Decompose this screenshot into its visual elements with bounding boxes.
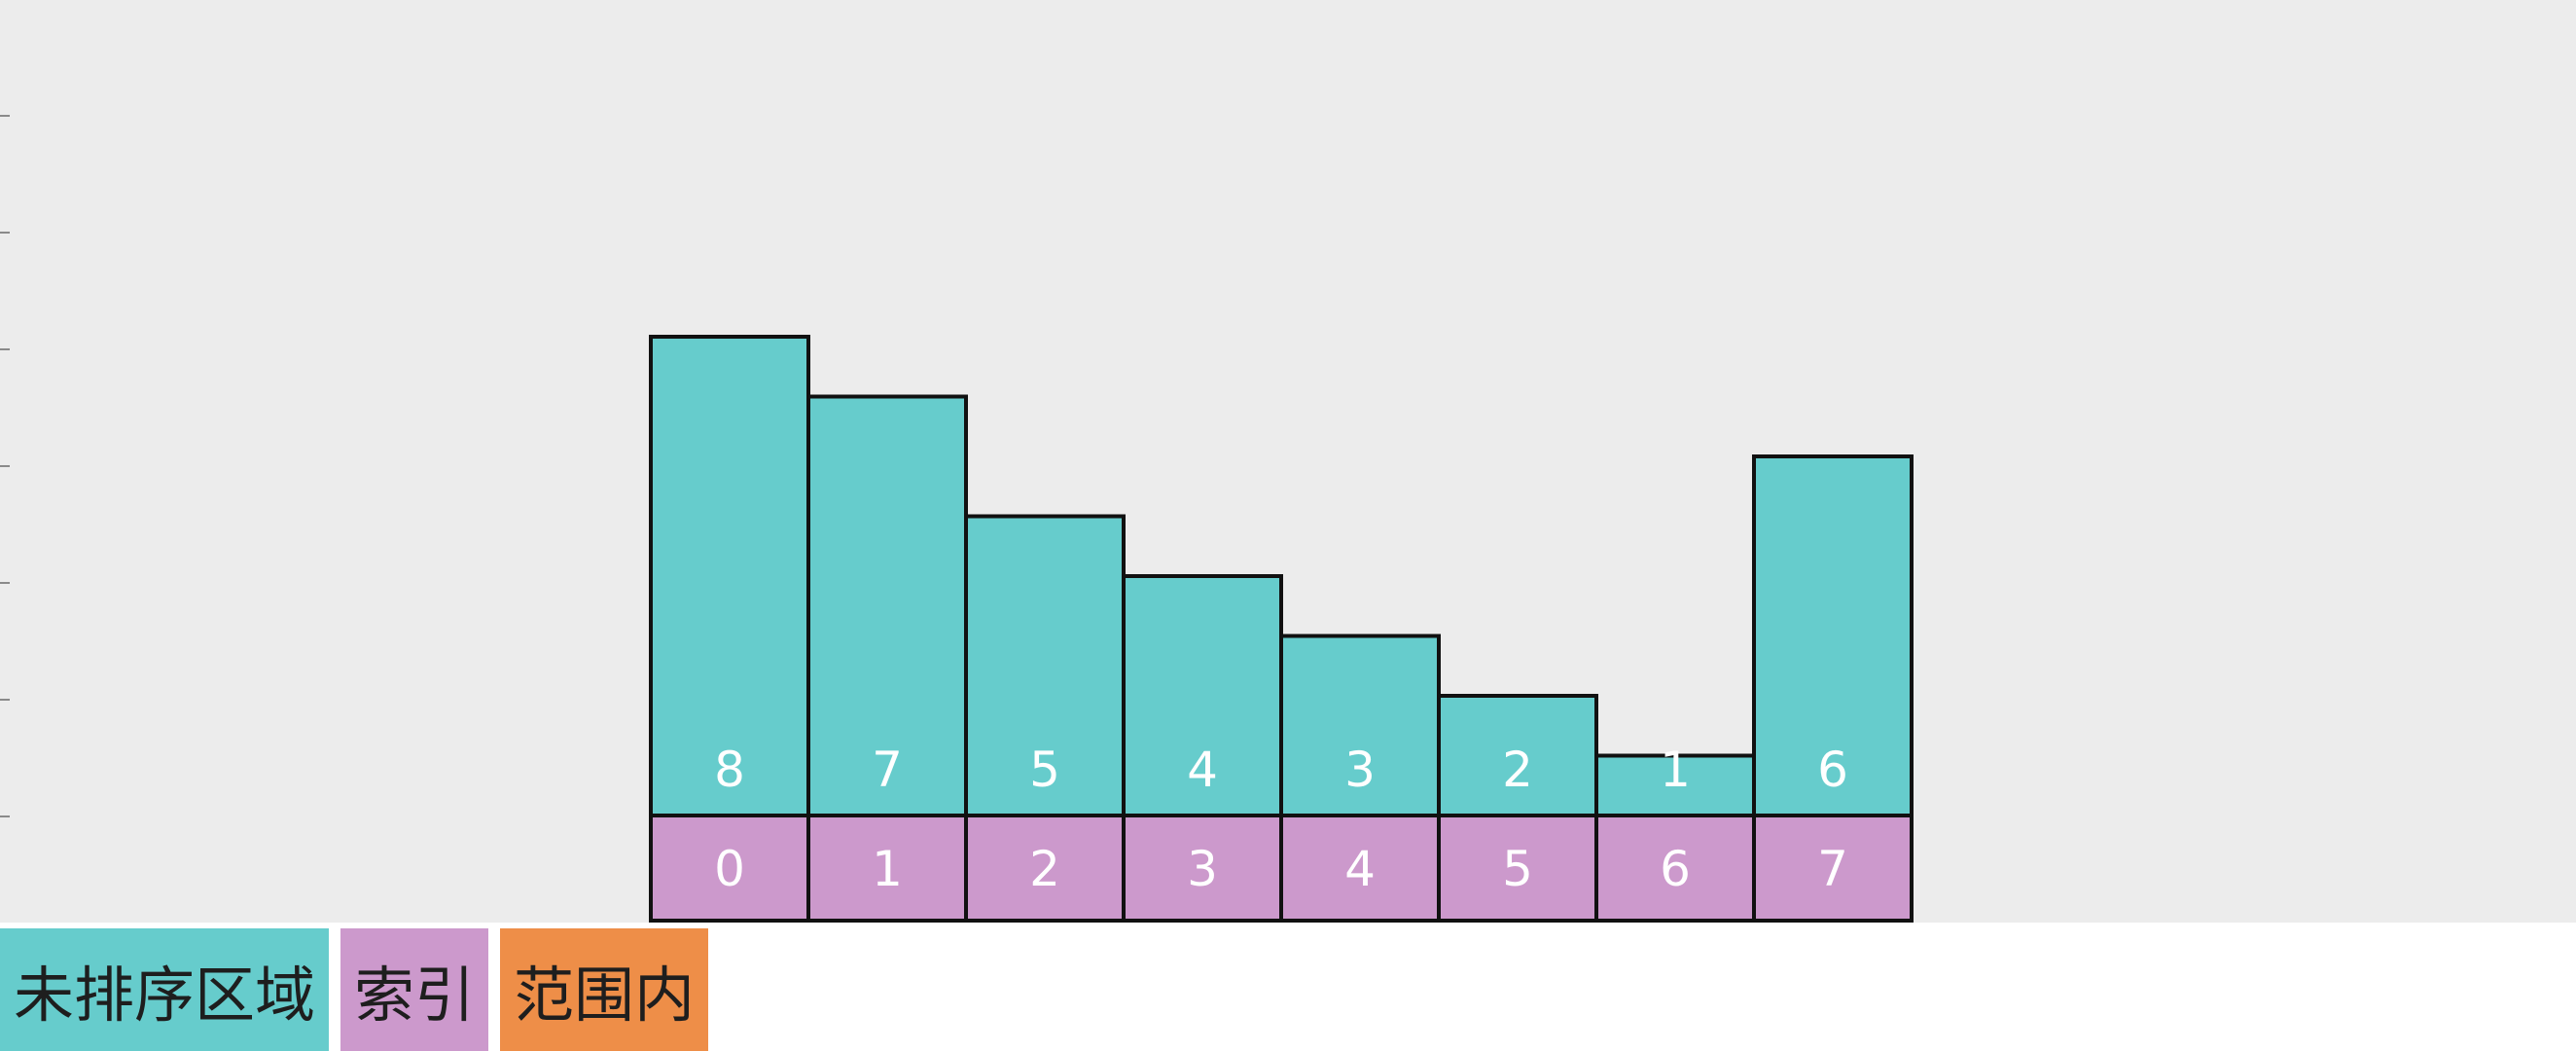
index-cell-6 xyxy=(1594,814,1756,923)
index-cell-3 xyxy=(1122,814,1283,923)
index-cell-7 xyxy=(1752,814,1914,923)
legend: 未排序区域 索引 范围内 xyxy=(0,928,709,1051)
bar-7 xyxy=(1752,454,1914,817)
axis-tick-4 xyxy=(0,582,10,584)
axis-tick-5 xyxy=(0,699,10,701)
bar-3 xyxy=(1122,574,1283,817)
visualization-stage: 8 0 7 1 5 2 4 3 3 4 2 5 1 6 6 7 xyxy=(0,0,2576,923)
bar-value-label-0: 8 xyxy=(714,742,745,798)
bar-value-label-5: 2 xyxy=(1502,742,1533,798)
bar-5 xyxy=(1437,694,1598,817)
bar-value-label-3: 4 xyxy=(1187,742,1218,798)
index-label-1: 1 xyxy=(872,841,903,897)
index-label-0: 0 xyxy=(714,841,745,897)
axis-tick-6 xyxy=(0,815,10,817)
bar-value-label-7: 6 xyxy=(1817,742,1848,798)
left-axis-ticks xyxy=(0,0,19,923)
bar-0 xyxy=(649,335,810,817)
bar-value-label-4: 3 xyxy=(1344,742,1376,798)
bar-value-label-2: 5 xyxy=(1029,742,1060,798)
index-label-7: 7 xyxy=(1817,841,1848,897)
index-label-5: 5 xyxy=(1502,841,1533,897)
axis-tick-0 xyxy=(0,115,10,117)
index-cell-2 xyxy=(964,814,1126,923)
index-label-2: 2 xyxy=(1029,841,1060,897)
legend-unsorted-region: 未排序区域 xyxy=(0,928,330,1051)
bar-1 xyxy=(806,394,968,817)
bar-4 xyxy=(1279,634,1441,817)
legend-index: 索引 xyxy=(340,928,489,1051)
bar-value-label-6: 1 xyxy=(1660,742,1691,798)
axis-tick-2 xyxy=(0,348,10,350)
axis-tick-1 xyxy=(0,232,10,234)
bar-6 xyxy=(1594,753,1756,817)
index-cell-1 xyxy=(806,814,968,923)
index-label-4: 4 xyxy=(1344,841,1376,897)
index-label-6: 6 xyxy=(1660,841,1691,897)
bar-chart: 8 0 7 1 5 2 4 3 3 4 2 5 1 6 6 7 xyxy=(649,335,1914,923)
bar-value-label-1: 7 xyxy=(872,742,903,798)
index-label-3: 3 xyxy=(1187,841,1218,897)
legend-in-range: 范围内 xyxy=(500,928,709,1051)
axis-tick-3 xyxy=(0,465,10,467)
